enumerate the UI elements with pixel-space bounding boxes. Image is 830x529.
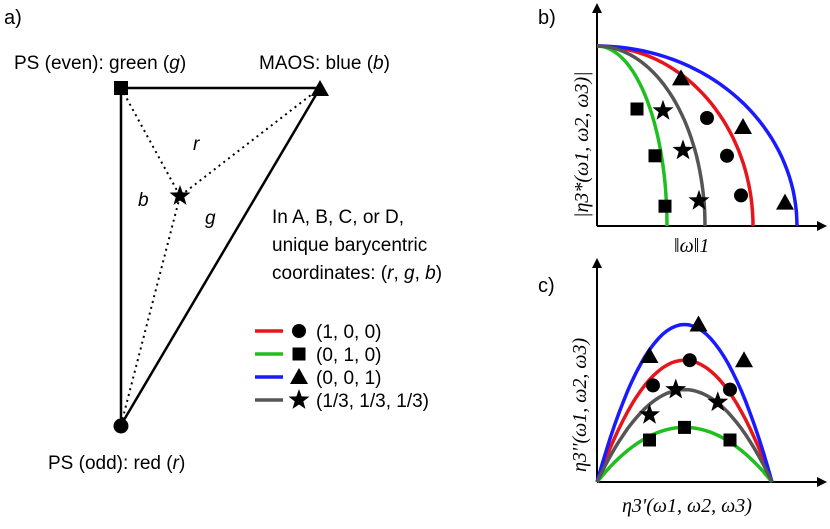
chart-c-star-point-1: [665, 378, 687, 399]
chart-c-square-point-0: [643, 433, 656, 447]
region-label-g: g: [205, 208, 216, 229]
chart-b-markers: [630, 69, 794, 213]
legend-marker-triangle: [290, 368, 308, 384]
chart-b-curve-square: [596, 44, 669, 227]
chart-b-circle-point-1: [720, 148, 734, 163]
chart-b-curve-triangle: [596, 44, 799, 227]
maos-label: MAOS: blue (b): [259, 53, 390, 74]
chart-b-square-point-1: [648, 149, 662, 163]
chart-c-triangle-point-0: [640, 347, 659, 363]
vertex-circle-ps-odd: [113, 418, 129, 434]
ps-odd-label: PS (odd): red (r): [48, 453, 185, 474]
chart-b-square-point-0: [630, 102, 644, 116]
ps-even-label: PS (even): green (g): [14, 53, 186, 74]
chart-c-star-point-2: [707, 391, 729, 412]
legend-marker-circle: [292, 324, 306, 338]
chart-b-xlabel: ‖ω‖1: [674, 235, 709, 257]
dotted-line-to-ps-even: [120, 87, 181, 197]
chart-b-triangle-point-2: [776, 193, 794, 210]
chart-b-star-point-1: [672, 139, 694, 160]
chart-b-star-point-0: [652, 99, 674, 120]
chart-c-ylabel: η3''(ω1, ω2, ω3): [569, 338, 591, 473]
chart-b-triangle-point-1: [734, 118, 752, 134]
chart-b-circle-point-0: [700, 111, 714, 125]
chart-c-markers: [639, 315, 753, 447]
legend-label-triangle: (0, 0, 1): [316, 368, 381, 389]
panel-label-c: c): [538, 275, 555, 297]
dotted-line-to-ps-odd: [120, 195, 181, 426]
chart-b-curves: [596, 44, 799, 227]
legend: (1, 0, 0)(0, 1, 0)(0, 0, 1)(1/3, 1/3, 1/…: [255, 322, 429, 412]
chart-c-triangle-point-1: [689, 315, 708, 332]
chart-c-curve-star: [595, 387, 774, 483]
region-label-r: r: [193, 134, 200, 155]
chart-b-curve-circle: [596, 44, 755, 227]
chart-b-ylabel: |η3*(ω1, ω2, ω3)|: [571, 71, 593, 218]
description-line-2: unique barycentric: [272, 235, 427, 256]
vertex-triangle-maos: [311, 80, 329, 96]
chart-c-square-point-1: [678, 420, 691, 434]
chart-b-curve-star: [596, 44, 707, 227]
description-line-3: coordinates: (r, g, b): [272, 263, 442, 284]
chart-b-triangle-point-0: [672, 69, 690, 86]
chart-c-xlabel: η3'(ω1, ω2, ω3): [622, 495, 752, 517]
dotted-line-to-maos: [179, 87, 321, 197]
centroid-star: [169, 185, 191, 205]
description-line-1: In A, B, C, or D,: [272, 207, 404, 228]
chart-c-circle-point-0: [646, 378, 660, 393]
vertex-square-ps-even: [114, 81, 128, 95]
legend-label-square: (0, 1, 0): [316, 345, 381, 366]
chart-c-triangle-point-2: [735, 351, 753, 368]
chart-c-circle-point-1: [682, 353, 697, 368]
legend-marker-square: [292, 347, 306, 361]
triangle-edge-diagonal: [119, 87, 322, 426]
chart-c-curve-triangle: [595, 322, 774, 483]
legend-label-circle: (1, 0, 0): [316, 322, 381, 343]
legend-marker-star: [288, 389, 310, 409]
chart-b-square-point-2: [658, 199, 672, 213]
panel-label-a: a): [4, 7, 22, 29]
chart-c-circle-point-2: [723, 382, 737, 397]
chart-c-star-point-0: [639, 403, 660, 424]
panel-label-b: b): [538, 7, 556, 29]
legend-label-star: (1/3, 1/3, 1/3): [316, 391, 429, 412]
chart-b-star-point-2: [688, 189, 710, 210]
chart-b-circle-point-2: [734, 188, 748, 203]
chart-c-curves: [595, 322, 774, 484]
chart-c-square-point-2: [723, 433, 737, 447]
region-label-b: b: [138, 190, 149, 211]
